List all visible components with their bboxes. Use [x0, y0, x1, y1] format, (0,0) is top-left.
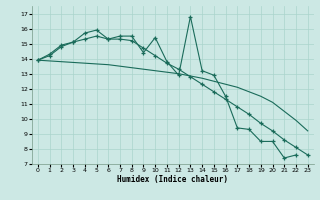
X-axis label: Humidex (Indice chaleur): Humidex (Indice chaleur): [117, 175, 228, 184]
